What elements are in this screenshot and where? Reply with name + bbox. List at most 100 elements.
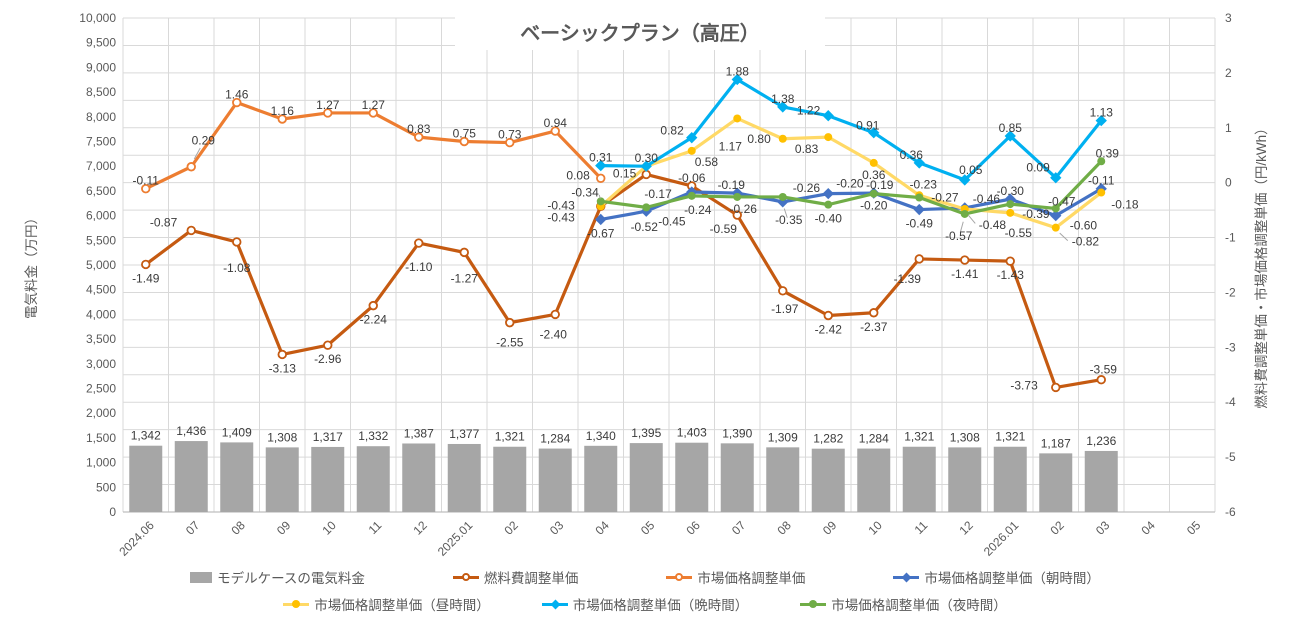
data-label: -0.47 — [1048, 194, 1076, 208]
label-leader — [959, 221, 964, 233]
svg-text:7,000: 7,000 — [86, 159, 116, 173]
marker — [323, 108, 333, 118]
marker — [914, 254, 924, 264]
line-series — [141, 97, 606, 194]
svg-text:09: 09 — [820, 518, 840, 538]
bar-label: 1,317 — [313, 430, 343, 444]
legend-label: 燃料費調整単価 — [483, 571, 579, 586]
data-label: -0.23 — [910, 177, 938, 191]
marker — [869, 308, 879, 318]
marker — [596, 173, 606, 183]
data-label: 0.31 — [589, 151, 613, 165]
svg-text:2,000: 2,000 — [86, 406, 116, 420]
legend-label: 市場価格調整単価（昼時間） — [314, 598, 490, 613]
bar — [993, 446, 1027, 512]
bar-label: 1,321 — [904, 430, 934, 444]
svg-text:3: 3 — [1225, 11, 1232, 25]
data-label: 0.85 — [999, 121, 1023, 135]
bar-label: 1,187 — [1041, 436, 1071, 450]
bar-label: 1,390 — [722, 426, 752, 440]
data-label: 0.15 — [613, 166, 637, 180]
data-label: -0.43 — [547, 210, 575, 224]
data-label: 0.08 — [566, 168, 590, 182]
data-label: -0.26 — [793, 181, 821, 195]
label-leader — [1059, 232, 1069, 241]
svg-text:04: 04 — [593, 518, 613, 538]
svg-text:08: 08 — [229, 518, 249, 538]
svg-text:9,500: 9,500 — [86, 36, 116, 50]
legend-label: 市場価格調整単価（朝時間） — [924, 571, 1100, 586]
data-label: -0.45 — [658, 214, 686, 228]
legend-item-line-4: 市場価格調整単価（晩時間） — [541, 594, 749, 614]
bar-label: 1,284 — [859, 432, 889, 446]
bar-label: 1,321 — [495, 430, 525, 444]
data-label: -2.24 — [360, 313, 388, 327]
marker — [1050, 172, 1062, 184]
svg-text:02: 02 — [1048, 518, 1068, 538]
marker — [869, 158, 878, 167]
data-label: -2.40 — [540, 327, 568, 341]
marker — [368, 108, 378, 118]
bar — [447, 443, 481, 512]
svg-text:8,000: 8,000 — [86, 110, 116, 124]
data-label: 0.80 — [747, 132, 771, 146]
marker — [1097, 188, 1106, 197]
bar — [720, 443, 754, 512]
bar — [629, 443, 663, 512]
data-label: -0.40 — [815, 212, 843, 226]
svg-text:11: 11 — [912, 518, 931, 537]
marker — [960, 209, 969, 218]
data-label: 0.82 — [660, 124, 684, 138]
data-label: 1.27 — [316, 98, 340, 112]
svg-text:5,500: 5,500 — [86, 233, 116, 247]
bar — [129, 445, 163, 512]
label-leader — [967, 214, 976, 224]
marker — [1051, 382, 1061, 393]
marker — [141, 259, 151, 270]
svg-text:1,500: 1,500 — [86, 431, 116, 445]
bar — [675, 442, 709, 512]
svg-text:0: 0 — [109, 505, 116, 519]
bar — [402, 443, 436, 512]
data-label: -0.06 — [678, 171, 706, 185]
bars-series — [129, 441, 1118, 512]
data-label: 0.91 — [856, 119, 880, 133]
chart-title: ベーシックプラン（高圧） — [520, 21, 760, 45]
bar — [766, 447, 800, 512]
svg-text:5,000: 5,000 — [86, 258, 116, 272]
marker — [733, 192, 742, 201]
svg-text:08: 08 — [775, 518, 795, 538]
marker — [277, 114, 287, 124]
svg-text:05: 05 — [638, 518, 658, 538]
svg-text:10: 10 — [866, 518, 886, 538]
data-label: 1.13 — [1090, 106, 1114, 120]
marker — [186, 225, 196, 236]
legend-label: モデルケースの電気料金 — [217, 571, 365, 586]
marker — [1005, 256, 1015, 266]
marker — [732, 210, 742, 220]
bar-label: 1,308 — [267, 430, 297, 444]
data-label: -1.10 — [405, 260, 433, 274]
svg-text:07: 07 — [183, 518, 203, 538]
marker — [822, 110, 834, 122]
data-label: -1.41 — [951, 267, 979, 281]
marker — [778, 286, 788, 296]
marker — [822, 187, 834, 200]
left-axis-title: 電気料金（万円） — [24, 211, 39, 319]
marker — [778, 192, 787, 201]
left-axis-labels: 0 500 1,000 1,500 2,000 2,500 3,000 3,500 4,000 4… — [79, 11, 116, 519]
bar-label: 1,436 — [176, 424, 206, 438]
line-series — [596, 157, 1106, 218]
bar-label: 1,236 — [1086, 434, 1116, 448]
legend-label: 市場価格調整単価（晩時間） — [572, 598, 749, 613]
legend: モデルケースの電気料金 燃料費調整単価 市場価格調整単価 市場価格調整単価（朝時間） … — [0, 563, 1290, 614]
svg-text:3,000: 3,000 — [86, 357, 116, 371]
marker — [414, 238, 424, 248]
bar-label: 1,340 — [586, 429, 616, 443]
data-label: -1.49 — [132, 271, 160, 285]
svg-text:06: 06 — [684, 518, 704, 538]
marker — [323, 340, 333, 350]
svg-text:-6: -6 — [1225, 505, 1236, 519]
legend-label: 市場価格調整単価 — [697, 571, 806, 586]
legend-item-line-3: 市場価格調整単価（昼時間） — [283, 594, 490, 614]
